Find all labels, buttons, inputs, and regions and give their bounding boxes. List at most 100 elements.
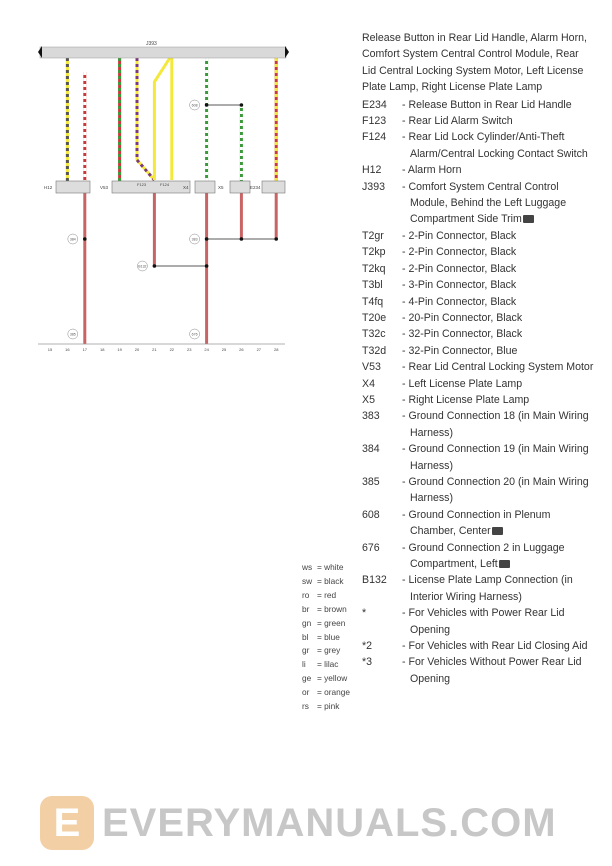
legend-entry: li = lilac: [302, 658, 350, 672]
wire-col-20-stripe: [135, 58, 156, 181]
legend-item: J393 - Comfort System Central Control Mod…: [362, 179, 594, 228]
legend-abbr: ws: [302, 562, 313, 572]
component-V53: [111, 180, 191, 194]
legend-item: *2 - For Vehicles with Rear Lid Closing A…: [362, 638, 594, 654]
item-code: *: [362, 607, 367, 620]
legend-color-name: = grey: [317, 645, 341, 656]
legend-color-name: = black: [317, 575, 344, 586]
ground-marker: [137, 260, 148, 272]
component-label: F123: [137, 182, 147, 187]
item-description: - For Vehicles with Power Rear Lid Openi…: [402, 607, 565, 636]
item-description: - For Vehicles with Rear Lid Closing Aid: [402, 640, 588, 653]
left-arrow-icon: [38, 46, 42, 58]
legend-item: T32c - 32-Pin Connector, Black: [362, 326, 594, 342]
column-number: 23: [187, 347, 192, 352]
right-arrow-icon: [285, 46, 289, 58]
legend-item: X4 - Left License Plate Lamp: [362, 376, 594, 392]
legend-item: B132 - License Plate Lamp Connection (in …: [362, 572, 594, 605]
component-label: X4: [183, 185, 189, 190]
item-description: - Rear Lid Alarm Switch: [402, 115, 513, 128]
legend-item: T2gr - 2-Pin Connector, Black: [362, 228, 594, 244]
legend-text: Release Button in Rear Lid Handle, Alarm…: [362, 30, 594, 687]
legend-item: T32d - 32-Pin Connector, Blue: [362, 343, 594, 359]
item-description: - 32-Pin Connector, Black: [402, 328, 523, 341]
watermark-text: EVERYMANUALS.COM: [102, 800, 557, 845]
ground-label: B132: [138, 265, 146, 269]
ground-marker: [67, 328, 79, 340]
splice-point: [204, 264, 209, 268]
legend-entry: sw = black: [302, 575, 350, 589]
legend-item: F123 - Rear Lid Alarm Switch: [362, 113, 594, 129]
column-number: 27: [257, 347, 262, 352]
diagram-title: Release Button in Rear Lid Handle, Alarm…: [362, 32, 587, 94]
wire-col-21: [152, 57, 172, 180]
item-description: - Right License Plate Lamp: [402, 393, 530, 406]
legend-item: 384 - Ground Connection 19 (in Main Wirin…: [362, 441, 594, 474]
camera-icon[interactable]: [498, 560, 510, 568]
item-description: - 2-Pin Connector, Black: [402, 246, 517, 259]
item-code: T3bl: [362, 279, 383, 292]
component-label: F124: [160, 182, 170, 187]
component-label: V53: [100, 185, 109, 190]
component-label: E234: [250, 185, 261, 190]
legend-item: *3 - For Vehicles Without Power Rear Lid …: [362, 654, 594, 687]
legend-item: 385 - Ground Connection 20 (in Main Wirin…: [362, 474, 594, 507]
item-code: F123: [362, 115, 387, 128]
legend-abbr: ge: [302, 673, 312, 684]
legend-entry: or = orange: [302, 686, 350, 700]
legend-item: 676 - Ground Connection 2 in Luggage Comp…: [362, 540, 594, 573]
legend-entry: ro = red: [302, 589, 350, 603]
legend-item: 383 - Ground Connection 18 (in Main Wirin…: [362, 408, 594, 441]
item-description: - Ground Connection 2 in Luggage Compart…: [402, 541, 565, 570]
legend-entry: ws = white: [302, 561, 350, 575]
legend-item: T2kp - 2-Pin Connector, Black: [362, 244, 594, 260]
legend-entry: ge = yellow: [302, 672, 350, 686]
component-H12: [55, 180, 91, 194]
component-E234: [261, 180, 286, 194]
legend-abbr: sw: [302, 575, 313, 586]
watermark: E EVERYMANUALS.COM: [40, 796, 557, 850]
item-code: 383: [362, 410, 380, 423]
legend-item: H12 - Alarm Horn: [362, 162, 594, 178]
legend-item: * - For Vehicles with Power Rear Lid Open…: [362, 605, 594, 638]
legend-color-name: = lilac: [317, 659, 339, 670]
camera-icon[interactable]: [522, 215, 534, 224]
legend-abbr: li: [302, 659, 306, 670]
column-number: 15: [48, 347, 53, 352]
component-label: X5: [218, 185, 224, 190]
legend-item: T20e - 20-Pin Connector, Black: [362, 310, 594, 326]
item-code: T20e: [362, 311, 387, 324]
ground-label: 383: [192, 238, 198, 242]
column-number: 18: [100, 347, 105, 352]
component-X5: [229, 180, 251, 194]
legend-entry: gn = green: [302, 617, 350, 631]
item-description: - Rear Lid Central Locking System Motor: [402, 361, 594, 374]
item-code: T2gr: [362, 229, 384, 242]
item-description: - Ground Connection 20 (in Main Wiring H…: [402, 475, 589, 505]
legend-abbr: bl: [302, 631, 309, 642]
column-number: 17: [83, 347, 88, 352]
splice-point: [83, 237, 87, 241]
item-description: - 4-Pin Connector, Black: [402, 295, 517, 308]
column-number: 20: [135, 347, 140, 352]
legend-entry: rs = pink: [302, 700, 350, 714]
item-code: X4: [362, 377, 375, 390]
item-code: B132: [362, 574, 387, 587]
legend-abbr: ro: [302, 589, 310, 600]
item-code: H12: [362, 164, 382, 177]
camera-icon[interactable]: [491, 527, 503, 536]
column-number: 26: [239, 347, 244, 352]
control-unit-label: J393: [146, 41, 157, 47]
color-code-legend: ws = white sw = black ro = red br = brown gn = gr…: [302, 561, 350, 714]
legend-abbr: or: [302, 687, 310, 698]
item-code: 385: [362, 475, 380, 488]
item-code: F124: [362, 131, 387, 144]
component-X4: [194, 180, 216, 194]
legend-item: V53 - Rear Lid Central Locking System Mot…: [362, 359, 594, 375]
ground-marker: [189, 233, 200, 245]
legend-item: F124 - Rear Lid Lock Cylinder/Anti-Theft …: [362, 129, 594, 162]
legend-abbr: br: [302, 603, 310, 614]
legend-color-name: = brown: [317, 603, 347, 614]
item-description: - Ground Connection 19 (in Main Wiring H…: [402, 443, 589, 472]
item-code: E234: [362, 98, 387, 111]
